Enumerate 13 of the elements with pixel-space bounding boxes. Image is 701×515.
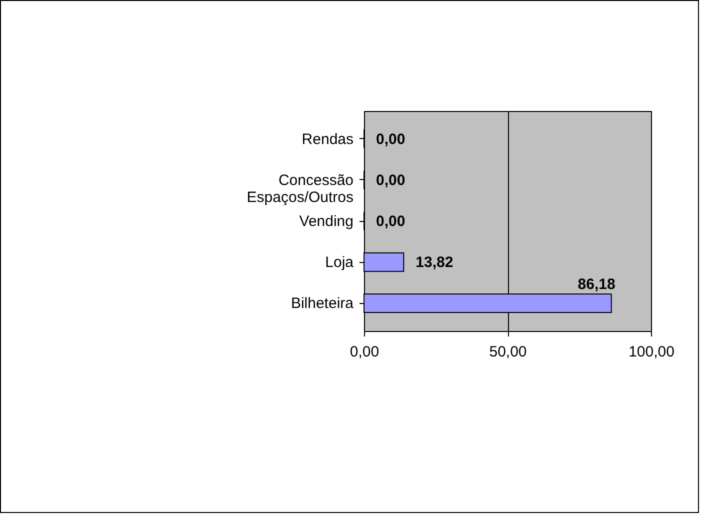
- y-tick-label: Loja: [325, 254, 354, 272]
- y-tick-label: Concessão Espaços/Outros: [246, 172, 354, 206]
- x-tick-label: 50,00: [489, 344, 527, 360]
- y-tick-label: Vending: [299, 213, 354, 230]
- y-tick-label: Rendas: [302, 130, 354, 148]
- y-tick-label: Bilheteira: [290, 295, 354, 312]
- data-label: 86,18: [578, 276, 616, 294]
- x-tick-label: 0,00: [350, 344, 380, 360]
- x-tick-label: 100,00: [628, 344, 674, 360]
- data-label: 0,00: [376, 213, 406, 230]
- data-label: 0,00: [376, 172, 406, 189]
- data-label: 0,00: [376, 130, 406, 148]
- data-label: 13,82: [416, 254, 454, 272]
